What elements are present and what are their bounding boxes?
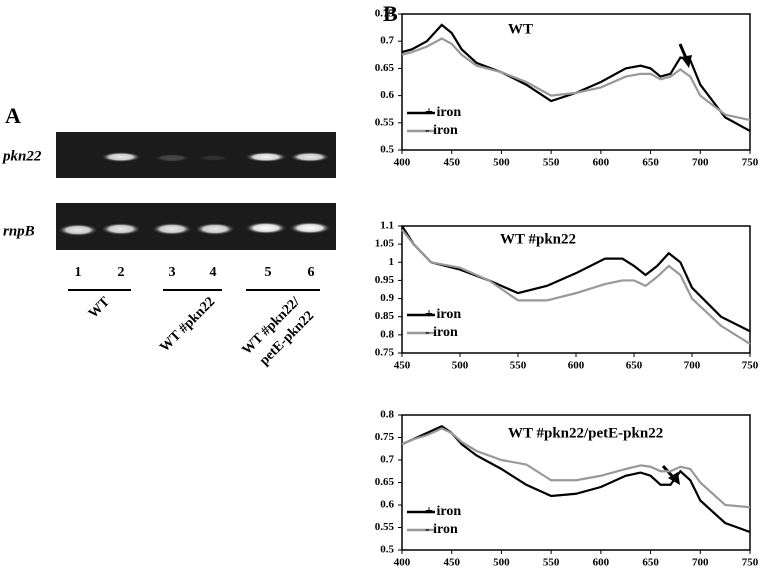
x-tick-label: 750 bbox=[742, 557, 759, 569]
y-tick-label: 0.5 bbox=[380, 144, 394, 156]
group-label: WT bbox=[86, 294, 114, 322]
row-label: pkn22 bbox=[1, 148, 42, 164]
x-tick-label: 500 bbox=[452, 360, 469, 372]
x-tick-label: 700 bbox=[692, 157, 709, 169]
x-tick-label: 600 bbox=[568, 360, 585, 372]
chart-title: WT #pkn22 bbox=[500, 231, 576, 247]
x-tick-label: 700 bbox=[692, 557, 709, 569]
y-tick-label: 0.5 bbox=[380, 544, 394, 556]
series-line bbox=[401, 225, 751, 333]
x-tick-label: 550 bbox=[543, 157, 560, 169]
legend-label: + iron bbox=[425, 307, 461, 322]
lane-number: 6 bbox=[308, 265, 315, 280]
x-tick-label: 400 bbox=[394, 557, 411, 569]
x-tick-label: 750 bbox=[742, 157, 759, 169]
x-tick-label: 600 bbox=[593, 157, 610, 169]
legend-label: - iron bbox=[425, 123, 458, 138]
lane-number: 4 bbox=[210, 265, 217, 280]
x-tick-label: 550 bbox=[543, 557, 560, 569]
panel-label: A bbox=[5, 103, 21, 128]
y-tick-label: 0.8 bbox=[380, 409, 394, 421]
legend-label: + iron bbox=[425, 105, 461, 120]
x-tick-label: 450 bbox=[443, 557, 460, 569]
chart-title: WT #pkn22/petE-pkn22 bbox=[508, 425, 663, 441]
gel-top bbox=[56, 132, 336, 178]
legend-label: + iron bbox=[425, 504, 461, 519]
y-tick-label: 1.05 bbox=[375, 238, 395, 250]
chart-title: WT bbox=[508, 21, 533, 37]
y-tick-label: 0.75 bbox=[375, 347, 395, 359]
panel-label: B bbox=[383, 1, 398, 26]
arrows bbox=[661, 43, 692, 485]
lane-number: 1 bbox=[75, 265, 82, 280]
y-tick-label: 1 bbox=[389, 256, 395, 268]
series-line bbox=[401, 427, 751, 509]
y-tick-label: 0.85 bbox=[375, 310, 395, 322]
y-tick-label: 0.8 bbox=[380, 328, 394, 340]
x-tick-label: 550 bbox=[510, 360, 527, 372]
legend-label: - iron bbox=[425, 522, 458, 537]
lane-number: 3 bbox=[169, 265, 176, 280]
x-tick-label: 500 bbox=[493, 157, 510, 169]
y-tick-label: 0.75 bbox=[375, 8, 395, 20]
group-label: WT #pkn22 bbox=[157, 294, 218, 355]
y-tick-label: 0.75 bbox=[375, 431, 395, 443]
series-line bbox=[401, 23, 751, 132]
y-tick-label: 0.55 bbox=[375, 521, 395, 533]
x-tick-label: 500 bbox=[493, 557, 510, 569]
row-label: rnpB bbox=[3, 223, 35, 239]
y-tick-label: 0.95 bbox=[375, 274, 395, 286]
y-tick-label: 0.55 bbox=[375, 116, 395, 128]
series-line bbox=[401, 228, 751, 345]
legend-label: - iron bbox=[425, 325, 458, 340]
x-tick-label: 750 bbox=[742, 360, 759, 372]
y-tick-label: 0.7 bbox=[380, 454, 394, 466]
plot-frame bbox=[401, 13, 751, 151]
x-tick-label: 400 bbox=[394, 157, 411, 169]
x-tick-label: 450 bbox=[394, 360, 411, 372]
y-tick-label: 0.7 bbox=[380, 35, 394, 47]
y-tick-label: 1.1 bbox=[380, 220, 394, 232]
x-tick-label: 650 bbox=[642, 557, 659, 569]
y-tick-label: 0.65 bbox=[375, 62, 395, 74]
gel-bottom bbox=[56, 203, 336, 250]
x-tick-label: 650 bbox=[626, 360, 643, 372]
gel-bands bbox=[58, 152, 331, 236]
lane-number: 2 bbox=[118, 265, 125, 280]
series-line bbox=[401, 37, 751, 122]
x-tick-label: 450 bbox=[443, 157, 460, 169]
x-tick-label: 700 bbox=[684, 360, 701, 372]
y-tick-label: 0.6 bbox=[380, 89, 394, 101]
y-tick-label: 0.6 bbox=[380, 499, 394, 511]
x-tick-label: 600 bbox=[593, 557, 610, 569]
y-tick-label: 0.65 bbox=[375, 476, 395, 488]
lane-number: 5 bbox=[265, 265, 272, 280]
y-tick-label: 0.9 bbox=[380, 292, 394, 304]
x-tick-label: 650 bbox=[642, 157, 659, 169]
